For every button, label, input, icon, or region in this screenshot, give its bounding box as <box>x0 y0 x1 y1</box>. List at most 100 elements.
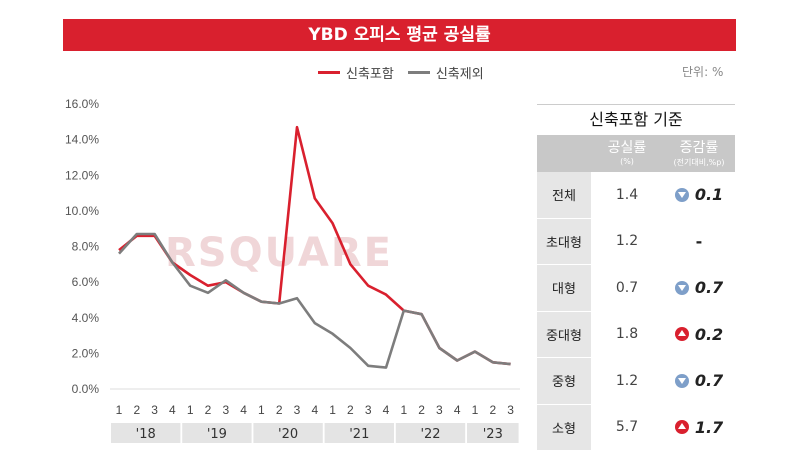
y-tick-label: 10.0% <box>65 204 99 218</box>
row-change: 0.2 <box>663 325 735 344</box>
chart-title: YBD 오피스 평균 공실률 <box>63 19 736 51</box>
row-category: 소형 <box>537 404 591 450</box>
year-label: '23 <box>483 427 503 442</box>
row-change-value: - <box>695 231 703 251</box>
series-line-incl <box>118 125 511 366</box>
x-tick-label: 1 <box>258 403 265 417</box>
x-tick-label: 2 <box>418 403 425 417</box>
year-box <box>253 423 323 443</box>
row-change: 1.7 <box>663 418 735 437</box>
year-box <box>111 423 181 443</box>
year-label: '20 <box>278 427 298 442</box>
table-row: 초대형 1.2 - <box>537 218 735 265</box>
row-change: 0.7 <box>663 371 735 390</box>
arrow-down-icon <box>674 187 689 202</box>
row-vacancy: 1.4 <box>615 186 639 203</box>
row-change: 0.1 <box>663 185 735 204</box>
row-change-value: 0.7 <box>694 371 724 391</box>
y-tick-label: 12.0% <box>65 168 99 182</box>
year-box <box>467 423 519 443</box>
header-change-label: 증감률 <box>679 140 719 156</box>
arrow-down-icon <box>674 373 689 388</box>
header-change-sub: (전기대비,%p) <box>673 158 725 167</box>
x-tick-label: 3 <box>222 403 229 417</box>
y-tick-label: 0.0% <box>72 382 100 396</box>
series-line-excl <box>118 232 511 369</box>
x-tick-label: 4 <box>454 403 461 417</box>
x-tick-label: 1 <box>187 403 194 417</box>
year-box <box>324 423 394 443</box>
table-header: 공실률 (%) 증감률 (전기대비,%p) <box>537 135 735 172</box>
header-vacancy: 공실률 (%) <box>591 135 663 172</box>
legend-swatch-incl <box>318 71 340 74</box>
legend-item-excl: 신축제외 <box>407 63 484 82</box>
legend-swatch-excl <box>407 71 430 74</box>
row-change-value: 0.7 <box>694 278 724 298</box>
y-tick-label: 14.0% <box>65 133 99 147</box>
unit-label: 단위: % <box>682 65 724 79</box>
row-vacancy: 1.2 <box>615 372 639 389</box>
table-row: 중대형 1.8 0.2 <box>537 311 735 358</box>
row-vacancy: 1.2 <box>615 233 639 250</box>
x-tick-label: 3 <box>436 403 443 417</box>
arrow-down-icon <box>674 280 689 295</box>
line-chart: 16.0% 14.0% 12.0% 10.0% 8.0% 6.0% 4.0% 2.0% 0.0%… <box>65 97 520 443</box>
row-category: 중형 <box>537 358 591 404</box>
table-row: 대형 0.7 0.7 <box>537 265 735 312</box>
x-tick-label: 2 <box>347 403 354 417</box>
year-label: '22 <box>420 427 440 442</box>
arrow-up-icon <box>674 327 689 342</box>
arrow-up-icon <box>674 420 689 435</box>
x-tick-label: 2 <box>133 403 140 417</box>
x-tick-label: 1 <box>329 403 336 417</box>
y-tick-label: 6.0% <box>72 275 100 289</box>
row-change-value: 1.7 <box>694 417 724 437</box>
legend-item-incl: 신축포함 <box>318 63 394 82</box>
legend-label-incl: 신축포함 <box>346 67 394 82</box>
legend-label-excl: 신축제외 <box>435 67 484 82</box>
year-label: '21 <box>349 427 369 442</box>
table-body: 전체 1.4 0.1 초대형 1.2 - 대형 0.7 0.7 중대형 1.8 0.2 중형 1.2 0.7… <box>537 172 735 451</box>
row-change: 0.7 <box>663 278 735 297</box>
year-label: '19 <box>207 427 227 442</box>
y-tick-label: 2.0% <box>72 346 100 360</box>
x-tick-label: 4 <box>383 403 390 417</box>
row-vacancy: 5.7 <box>615 419 639 436</box>
table-title: 신축포함 기준 <box>537 104 735 135</box>
x-tick-label: 4 <box>240 403 247 417</box>
x-tick-label: 2 <box>205 403 212 417</box>
x-tick-label: 3 <box>151 403 158 417</box>
x-tick-label: 3 <box>365 403 372 417</box>
x-tick-label: 4 <box>311 403 318 417</box>
year-box <box>395 423 466 443</box>
header-vacancy-sub: (%) <box>620 157 634 166</box>
x-tick-label: 1 <box>116 403 123 417</box>
header-vacancy-label: 공실률 <box>607 140 647 156</box>
x-tick-label: 1 <box>400 403 407 417</box>
row-category: 전체 <box>537 172 591 218</box>
row-category: 초대형 <box>537 218 591 264</box>
y-tick-label: 4.0% <box>72 311 100 325</box>
x-tick-label: 2 <box>276 403 283 417</box>
year-label: '18 <box>136 427 156 442</box>
row-vacancy: 1.8 <box>615 326 639 343</box>
row-vacancy: 0.7 <box>615 279 639 296</box>
row-change-value: 0.1 <box>694 185 724 205</box>
legend: 신축포함 신축제외 <box>318 63 498 82</box>
row-category: 대형 <box>537 265 591 311</box>
header-change: 증감률 (전기대비,%p) <box>663 135 735 172</box>
header-blank <box>537 135 591 172</box>
x-tick-label: 1 <box>472 403 479 417</box>
x-tick-label: 3 <box>294 403 301 417</box>
x-tick-label: 4 <box>169 403 176 417</box>
stats-table: 신축포함 기준 공실률 (%) 증감률 (전기대비,%p) 전체 1.4 0.1 초대… <box>537 104 735 451</box>
x-tick-label: 2 <box>489 403 496 417</box>
row-category: 중대형 <box>537 311 591 357</box>
table-row: 중형 1.2 0.7 <box>537 358 735 405</box>
row-change: - <box>663 232 735 251</box>
table-row: 소형 5.7 1.7 <box>537 404 735 451</box>
x-tick-label: 3 <box>507 403 514 417</box>
y-tick-label: 8.0% <box>72 240 100 254</box>
y-tick-label: 16.0% <box>65 97 99 111</box>
row-change-value: 0.2 <box>694 324 724 344</box>
